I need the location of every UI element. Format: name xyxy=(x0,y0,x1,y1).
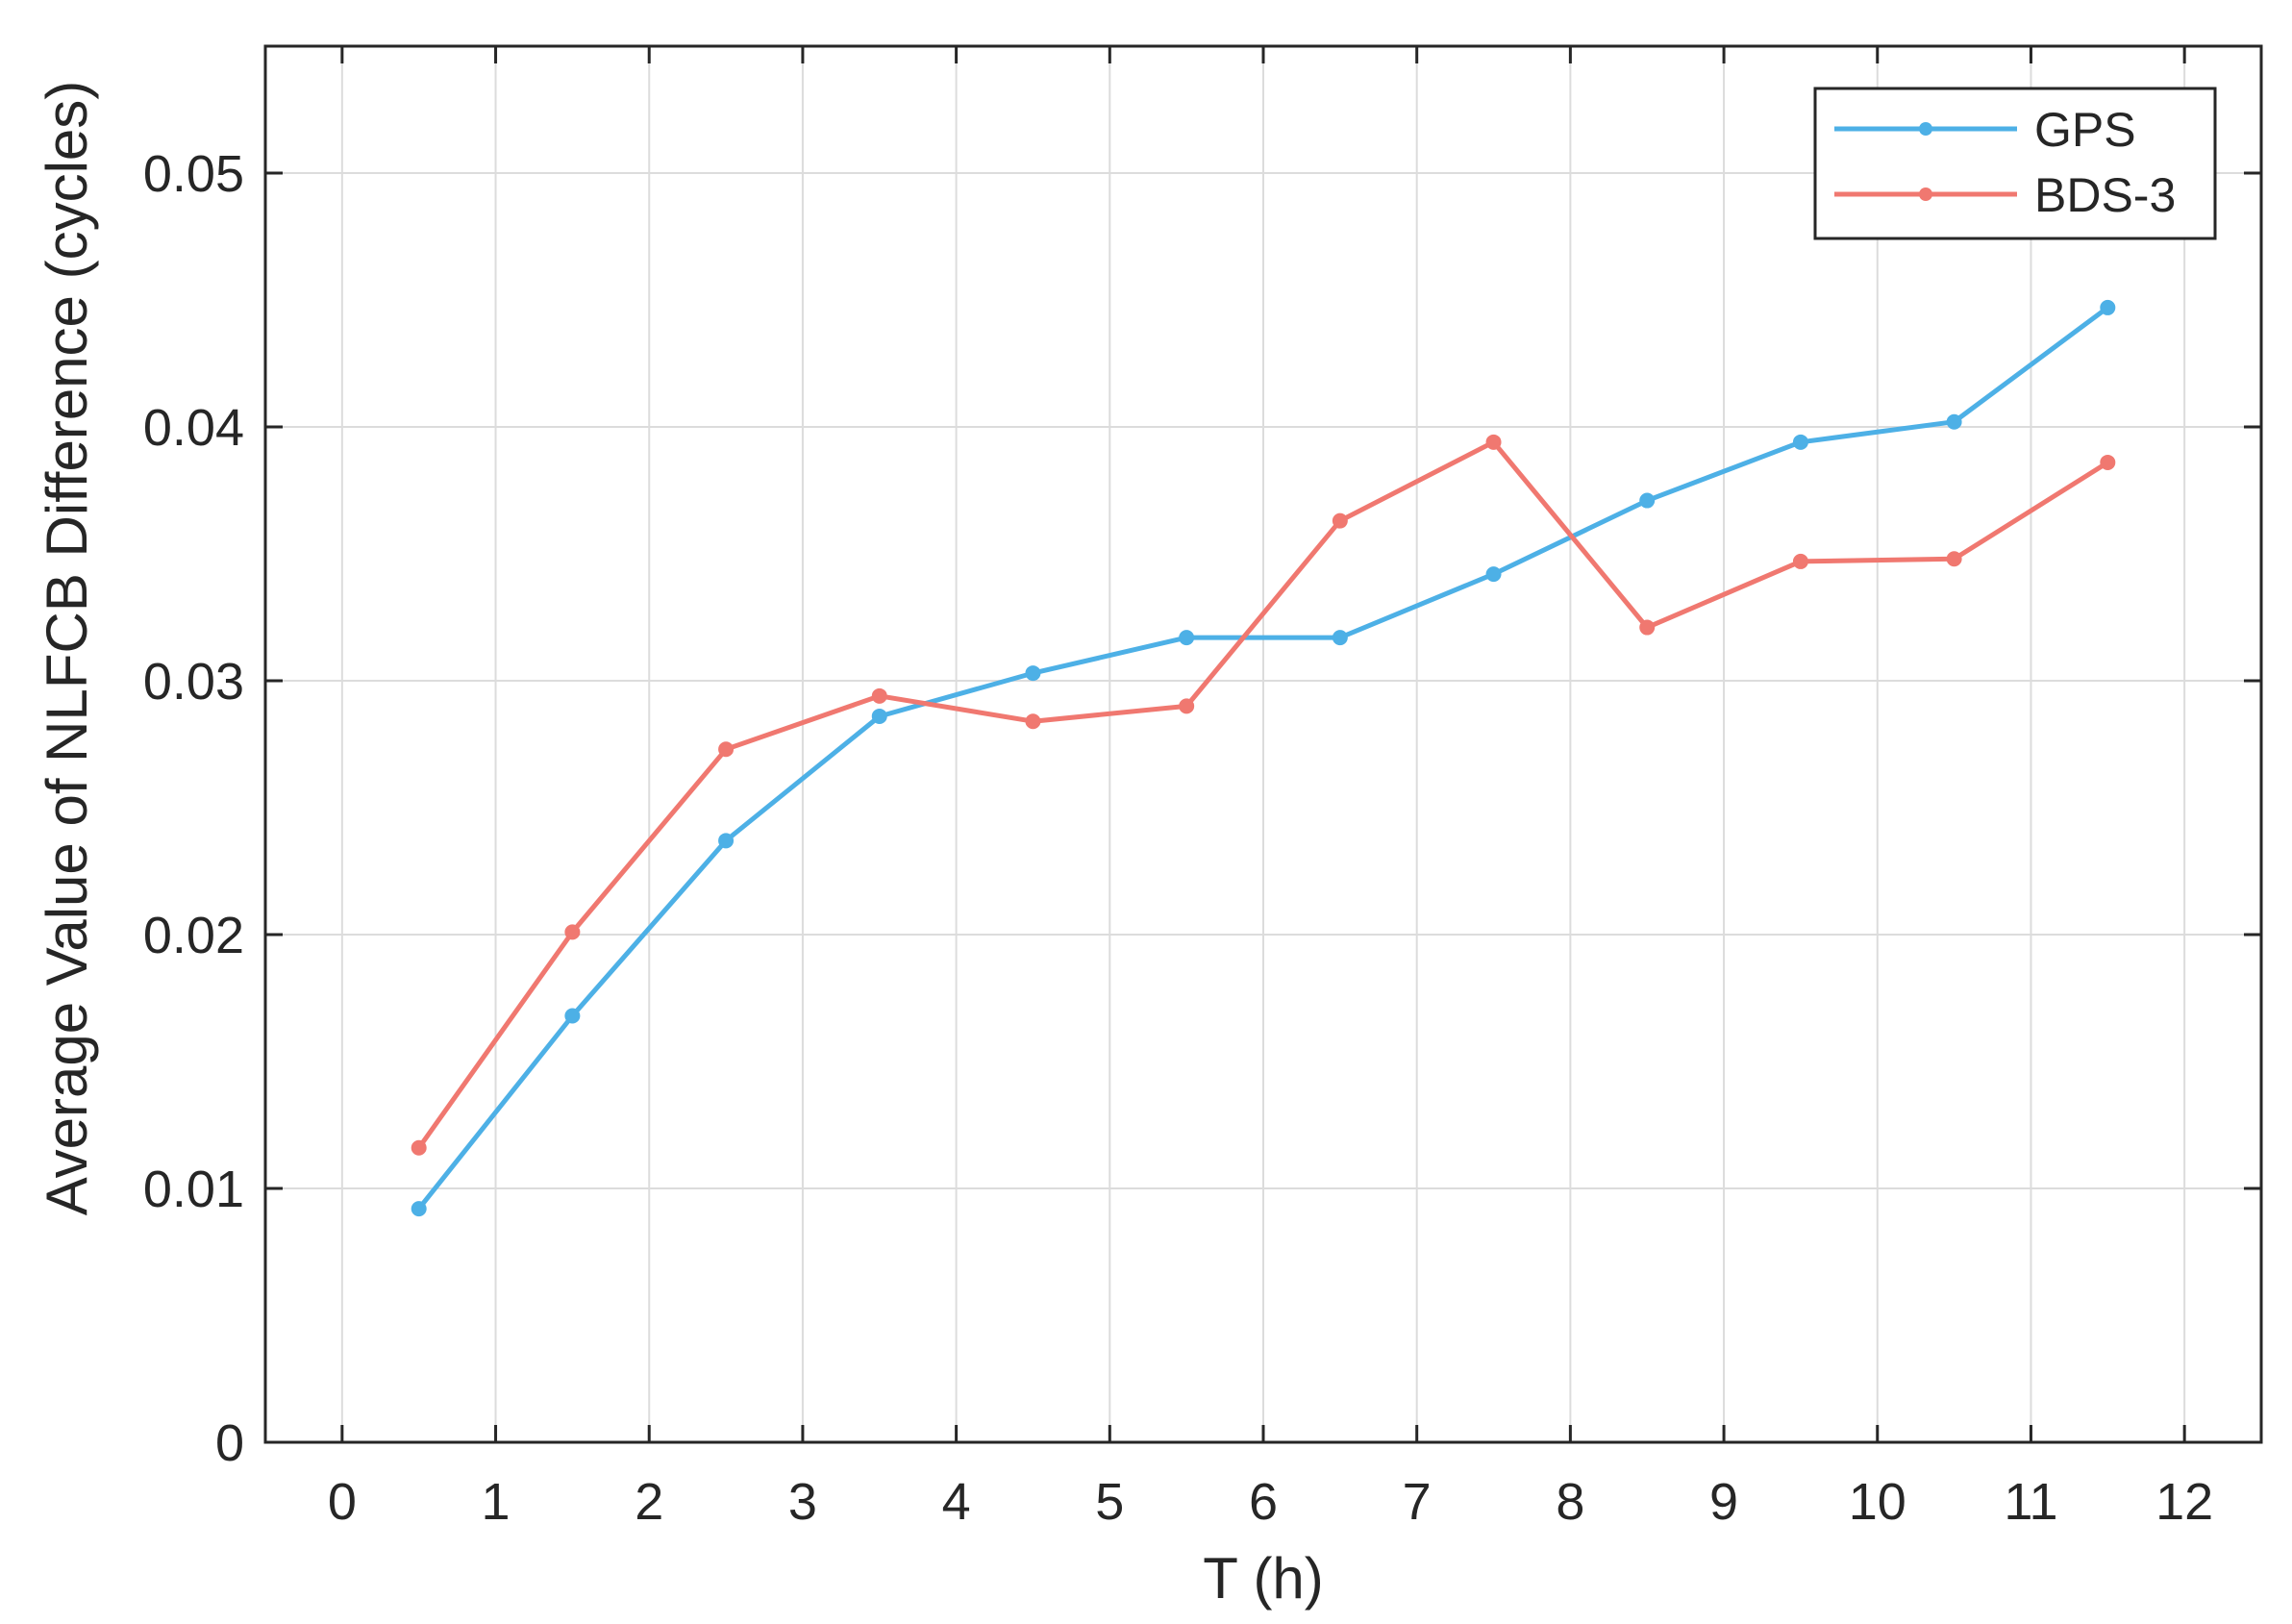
data-point-gps xyxy=(1025,665,1041,682)
data-point-bds3 xyxy=(1946,551,1962,567)
x-tick-label: 11 xyxy=(2004,1473,2057,1531)
data-point-gps xyxy=(411,1201,427,1217)
legend: GPS BDS-3 xyxy=(1813,87,2217,240)
series-lines xyxy=(411,299,2116,1217)
data-point-gps xyxy=(1792,434,1808,450)
series-line-bds3 xyxy=(416,439,2109,1150)
data-point-gps xyxy=(871,708,887,724)
x-tick-label: 7 xyxy=(1403,1473,1432,1531)
data-point-bds3 xyxy=(1792,553,1808,569)
x-tick-label: 9 xyxy=(1709,1473,1738,1531)
data-point-gps xyxy=(718,833,735,849)
y-tick-label: 0 xyxy=(215,1414,244,1472)
legend-label-bds3: BDS-3 xyxy=(2034,168,2176,222)
data-point-bds3 xyxy=(1025,713,1041,730)
data-point-gps xyxy=(1332,630,1348,646)
y-tick-label: 0.03 xyxy=(143,653,244,711)
data-point-bds3 xyxy=(1485,434,1502,450)
legend-box xyxy=(1813,87,2217,240)
x-tick-label: 10 xyxy=(1849,1473,1906,1531)
x-tick-label: 5 xyxy=(1095,1473,1124,1531)
y-axis-label: Average Value of NLFCB Difference (cycle… xyxy=(35,81,99,1216)
y-tick-label: 0.05 xyxy=(143,145,244,203)
x-tick-label: 6 xyxy=(1249,1473,1278,1531)
data-point-bds3 xyxy=(411,1139,427,1156)
data-point-gps xyxy=(564,1008,581,1024)
legend-label-gps: GPS xyxy=(2034,103,2136,157)
x-tick-label: 4 xyxy=(942,1473,971,1531)
series-line-gps xyxy=(416,305,2109,1211)
legend-marker-gps xyxy=(1919,122,1932,136)
data-point-gps xyxy=(1485,566,1502,583)
x-tick-label: 12 xyxy=(2155,1473,2213,1531)
x-tick-label: 8 xyxy=(1556,1473,1584,1531)
data-point-bds3 xyxy=(564,924,581,940)
x-tick-label: 1 xyxy=(482,1473,511,1531)
legend-marker-bds3 xyxy=(1919,187,1932,201)
y-tick-label: 0.01 xyxy=(143,1161,244,1218)
data-point-bds3 xyxy=(718,741,735,758)
grid-lines xyxy=(265,46,2261,1443)
y-tick-label: 0.04 xyxy=(143,399,244,457)
data-point-bds3 xyxy=(2100,454,2116,470)
x-axis-label: T (h) xyxy=(1203,1546,1324,1611)
data-point-bds3 xyxy=(871,687,887,704)
data-point-gps xyxy=(1179,630,1195,646)
data-point-bds3 xyxy=(1639,619,1656,636)
data-point-gps xyxy=(2100,299,2116,315)
y-tick-label: 0.02 xyxy=(143,907,244,964)
x-tick-label: 0 xyxy=(328,1473,357,1531)
data-point-gps xyxy=(1946,413,1962,430)
data-point-bds3 xyxy=(1332,512,1348,529)
x-tick-label: 3 xyxy=(788,1473,817,1531)
x-tick-label: 2 xyxy=(635,1473,663,1531)
data-point-bds3 xyxy=(1179,698,1195,714)
data-point-gps xyxy=(1639,492,1656,509)
